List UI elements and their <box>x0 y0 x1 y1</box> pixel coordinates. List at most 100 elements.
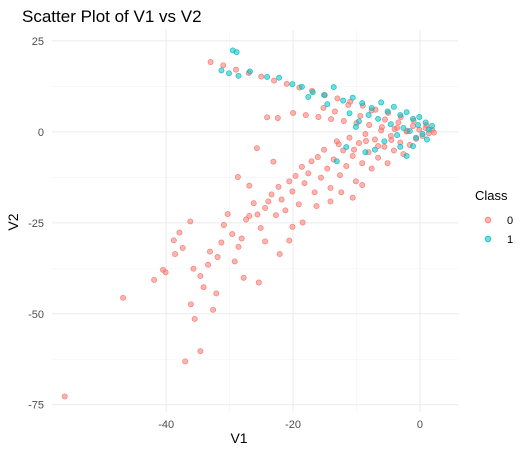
data-point <box>289 81 296 88</box>
legend-title: Class <box>475 188 508 203</box>
data-point <box>397 112 404 119</box>
legend-label-0: 0 <box>507 215 513 227</box>
data-point <box>343 144 350 151</box>
data-point <box>224 211 231 218</box>
data-point <box>240 274 247 281</box>
data-point <box>387 121 394 128</box>
data-point <box>170 237 177 244</box>
data-point <box>334 95 341 102</box>
data-point <box>246 68 253 75</box>
data-point <box>340 97 347 104</box>
data-point <box>218 67 225 74</box>
data-point <box>315 114 322 120</box>
data-point <box>182 358 189 365</box>
data-point <box>406 128 413 135</box>
data-point <box>191 315 198 322</box>
data-point <box>246 212 253 219</box>
data-point <box>200 284 207 291</box>
y-tick-label: 0 <box>38 127 44 139</box>
data-point <box>265 198 272 205</box>
data-point <box>234 174 241 180</box>
data-point <box>187 301 194 308</box>
data-point <box>410 143 416 150</box>
data-point <box>290 109 297 116</box>
data-point <box>235 72 242 79</box>
x-tick-label: 0 <box>417 419 423 431</box>
data-point <box>335 141 342 148</box>
data-point <box>419 131 426 137</box>
x-tick-label: -40 <box>158 419 174 431</box>
data-point <box>349 152 356 159</box>
data-point <box>262 204 269 211</box>
data-point <box>330 84 337 91</box>
legend: Class 0 1 <box>475 188 513 246</box>
data-point <box>298 83 305 90</box>
data-point <box>213 290 220 297</box>
data-point <box>343 163 350 170</box>
data-point <box>331 108 338 115</box>
data-point <box>324 101 331 108</box>
data-point <box>264 73 271 80</box>
data-point <box>299 219 306 226</box>
data-point <box>346 110 353 117</box>
data-point <box>368 104 375 111</box>
data-point <box>295 201 302 208</box>
data-point <box>410 115 416 122</box>
data-point <box>289 188 296 195</box>
data-point <box>305 93 312 100</box>
data-point <box>311 189 318 196</box>
data-point <box>359 160 366 167</box>
data-point <box>381 138 388 145</box>
data-point <box>283 80 290 87</box>
data-points <box>61 47 437 400</box>
data-point <box>352 123 359 130</box>
data-point <box>197 272 204 279</box>
data-point <box>313 203 320 210</box>
data-point <box>207 248 213 255</box>
data-point <box>378 124 385 131</box>
data-point <box>318 174 324 181</box>
y-tick-label: -75 <box>28 400 44 412</box>
data-point <box>384 108 391 115</box>
data-point <box>422 119 429 126</box>
data-point <box>416 114 423 120</box>
data-point <box>233 66 239 73</box>
major-gridlines <box>52 30 458 412</box>
y-tick-label: -25 <box>28 218 44 230</box>
data-point <box>233 49 240 56</box>
minor-gridlines <box>52 30 458 412</box>
data-point <box>395 119 402 126</box>
data-point <box>413 134 420 141</box>
data-point <box>384 160 391 167</box>
data-point <box>349 194 356 201</box>
data-point <box>235 243 242 250</box>
data-point <box>238 235 245 242</box>
data-point <box>231 258 238 265</box>
legend-key-0 <box>484 216 492 224</box>
data-point <box>366 122 373 128</box>
data-point <box>286 237 293 244</box>
data-point <box>378 99 385 106</box>
data-point <box>314 154 321 160</box>
data-point <box>274 115 281 121</box>
data-point <box>394 132 401 139</box>
legend-label-1: 1 <box>507 234 513 246</box>
data-point <box>352 178 359 185</box>
data-point <box>214 254 221 260</box>
data-point <box>270 158 277 165</box>
data-point <box>337 172 343 179</box>
data-point <box>425 126 432 133</box>
data-point <box>298 163 305 170</box>
data-point <box>391 126 398 132</box>
data-point <box>327 184 334 191</box>
x-axis-label: V1 <box>230 430 247 446</box>
data-point <box>305 170 312 177</box>
data-point <box>254 211 261 218</box>
data-point <box>301 180 308 187</box>
data-point <box>257 224 264 231</box>
data-point <box>176 229 183 236</box>
series-class-0 <box>61 59 437 400</box>
y-axis-ticks: 25 0 -25 -50 -75 <box>28 36 44 412</box>
data-point <box>328 116 335 123</box>
data-point <box>362 149 369 156</box>
